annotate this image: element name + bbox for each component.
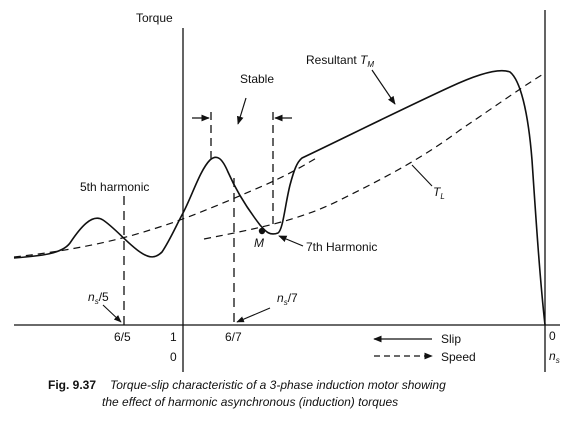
figure-caption: Fig. 9.37 Torque-slip characteristic of a… bbox=[48, 377, 568, 411]
stable-pointer bbox=[237, 97, 247, 125]
figure-number: Fig. 9.37 bbox=[48, 378, 97, 392]
fifth-harmonic-label: 5th harmonic bbox=[80, 180, 150, 194]
load-subscript: L bbox=[440, 192, 445, 201]
load-torque-curve bbox=[203, 72, 546, 240]
load-torque-label: TL bbox=[433, 185, 445, 201]
torque-slip-diagram bbox=[13, 10, 560, 372]
ns-n: n bbox=[549, 349, 556, 363]
tick-6-7: 6/7 bbox=[225, 330, 242, 344]
point-m-label: M bbox=[254, 236, 264, 250]
resultant-label: Resultant TM bbox=[306, 53, 375, 69]
resultant-subscript: M bbox=[367, 60, 375, 69]
tick-0-right: 0 bbox=[549, 329, 556, 343]
ns5-sub: s bbox=[94, 297, 99, 306]
speed-label: Speed bbox=[441, 350, 476, 364]
torque-axis-label: Torque bbox=[136, 11, 173, 25]
ns5-label: ns/5 bbox=[88, 290, 109, 306]
resultant-leader bbox=[371, 69, 396, 105]
tick-0-left: 0 bbox=[170, 350, 177, 364]
stable-label: Stable bbox=[240, 72, 275, 86]
resultant-torque-curve bbox=[13, 69, 546, 326]
resultant-text: Resultant bbox=[306, 53, 357, 67]
ns7-label: ns/7 bbox=[277, 291, 298, 307]
tick-6-5: 6/5 bbox=[114, 330, 131, 344]
ns7-n: n bbox=[277, 291, 284, 305]
caption-line-2: the effect of harmonic asynchronous (ind… bbox=[102, 395, 399, 409]
fifth-harmonic-baseline bbox=[13, 156, 319, 258]
ns7-sub: s bbox=[283, 298, 288, 307]
seventh-leader bbox=[278, 235, 304, 247]
caption-line-1: Torque-slip characteristic of a 3-phase … bbox=[110, 378, 446, 392]
tick-1: 1 bbox=[170, 330, 177, 344]
ns-label: ns bbox=[549, 349, 560, 365]
ns5-n: n bbox=[88, 290, 95, 304]
tl-leader bbox=[411, 164, 433, 187]
ns5-tail: /5 bbox=[98, 290, 109, 304]
point-m bbox=[258, 227, 266, 235]
resultant-symbol: T bbox=[360, 53, 368, 67]
seventh-harmonic-label: 7th Harmonic bbox=[306, 240, 378, 254]
ns7-leader bbox=[236, 307, 271, 323]
slip-label: Slip bbox=[441, 332, 462, 346]
ns5-leader bbox=[102, 304, 122, 323]
load-symbol: T bbox=[433, 185, 441, 199]
ns-sub: s bbox=[555, 356, 560, 365]
ns7-tail: /7 bbox=[287, 291, 298, 305]
